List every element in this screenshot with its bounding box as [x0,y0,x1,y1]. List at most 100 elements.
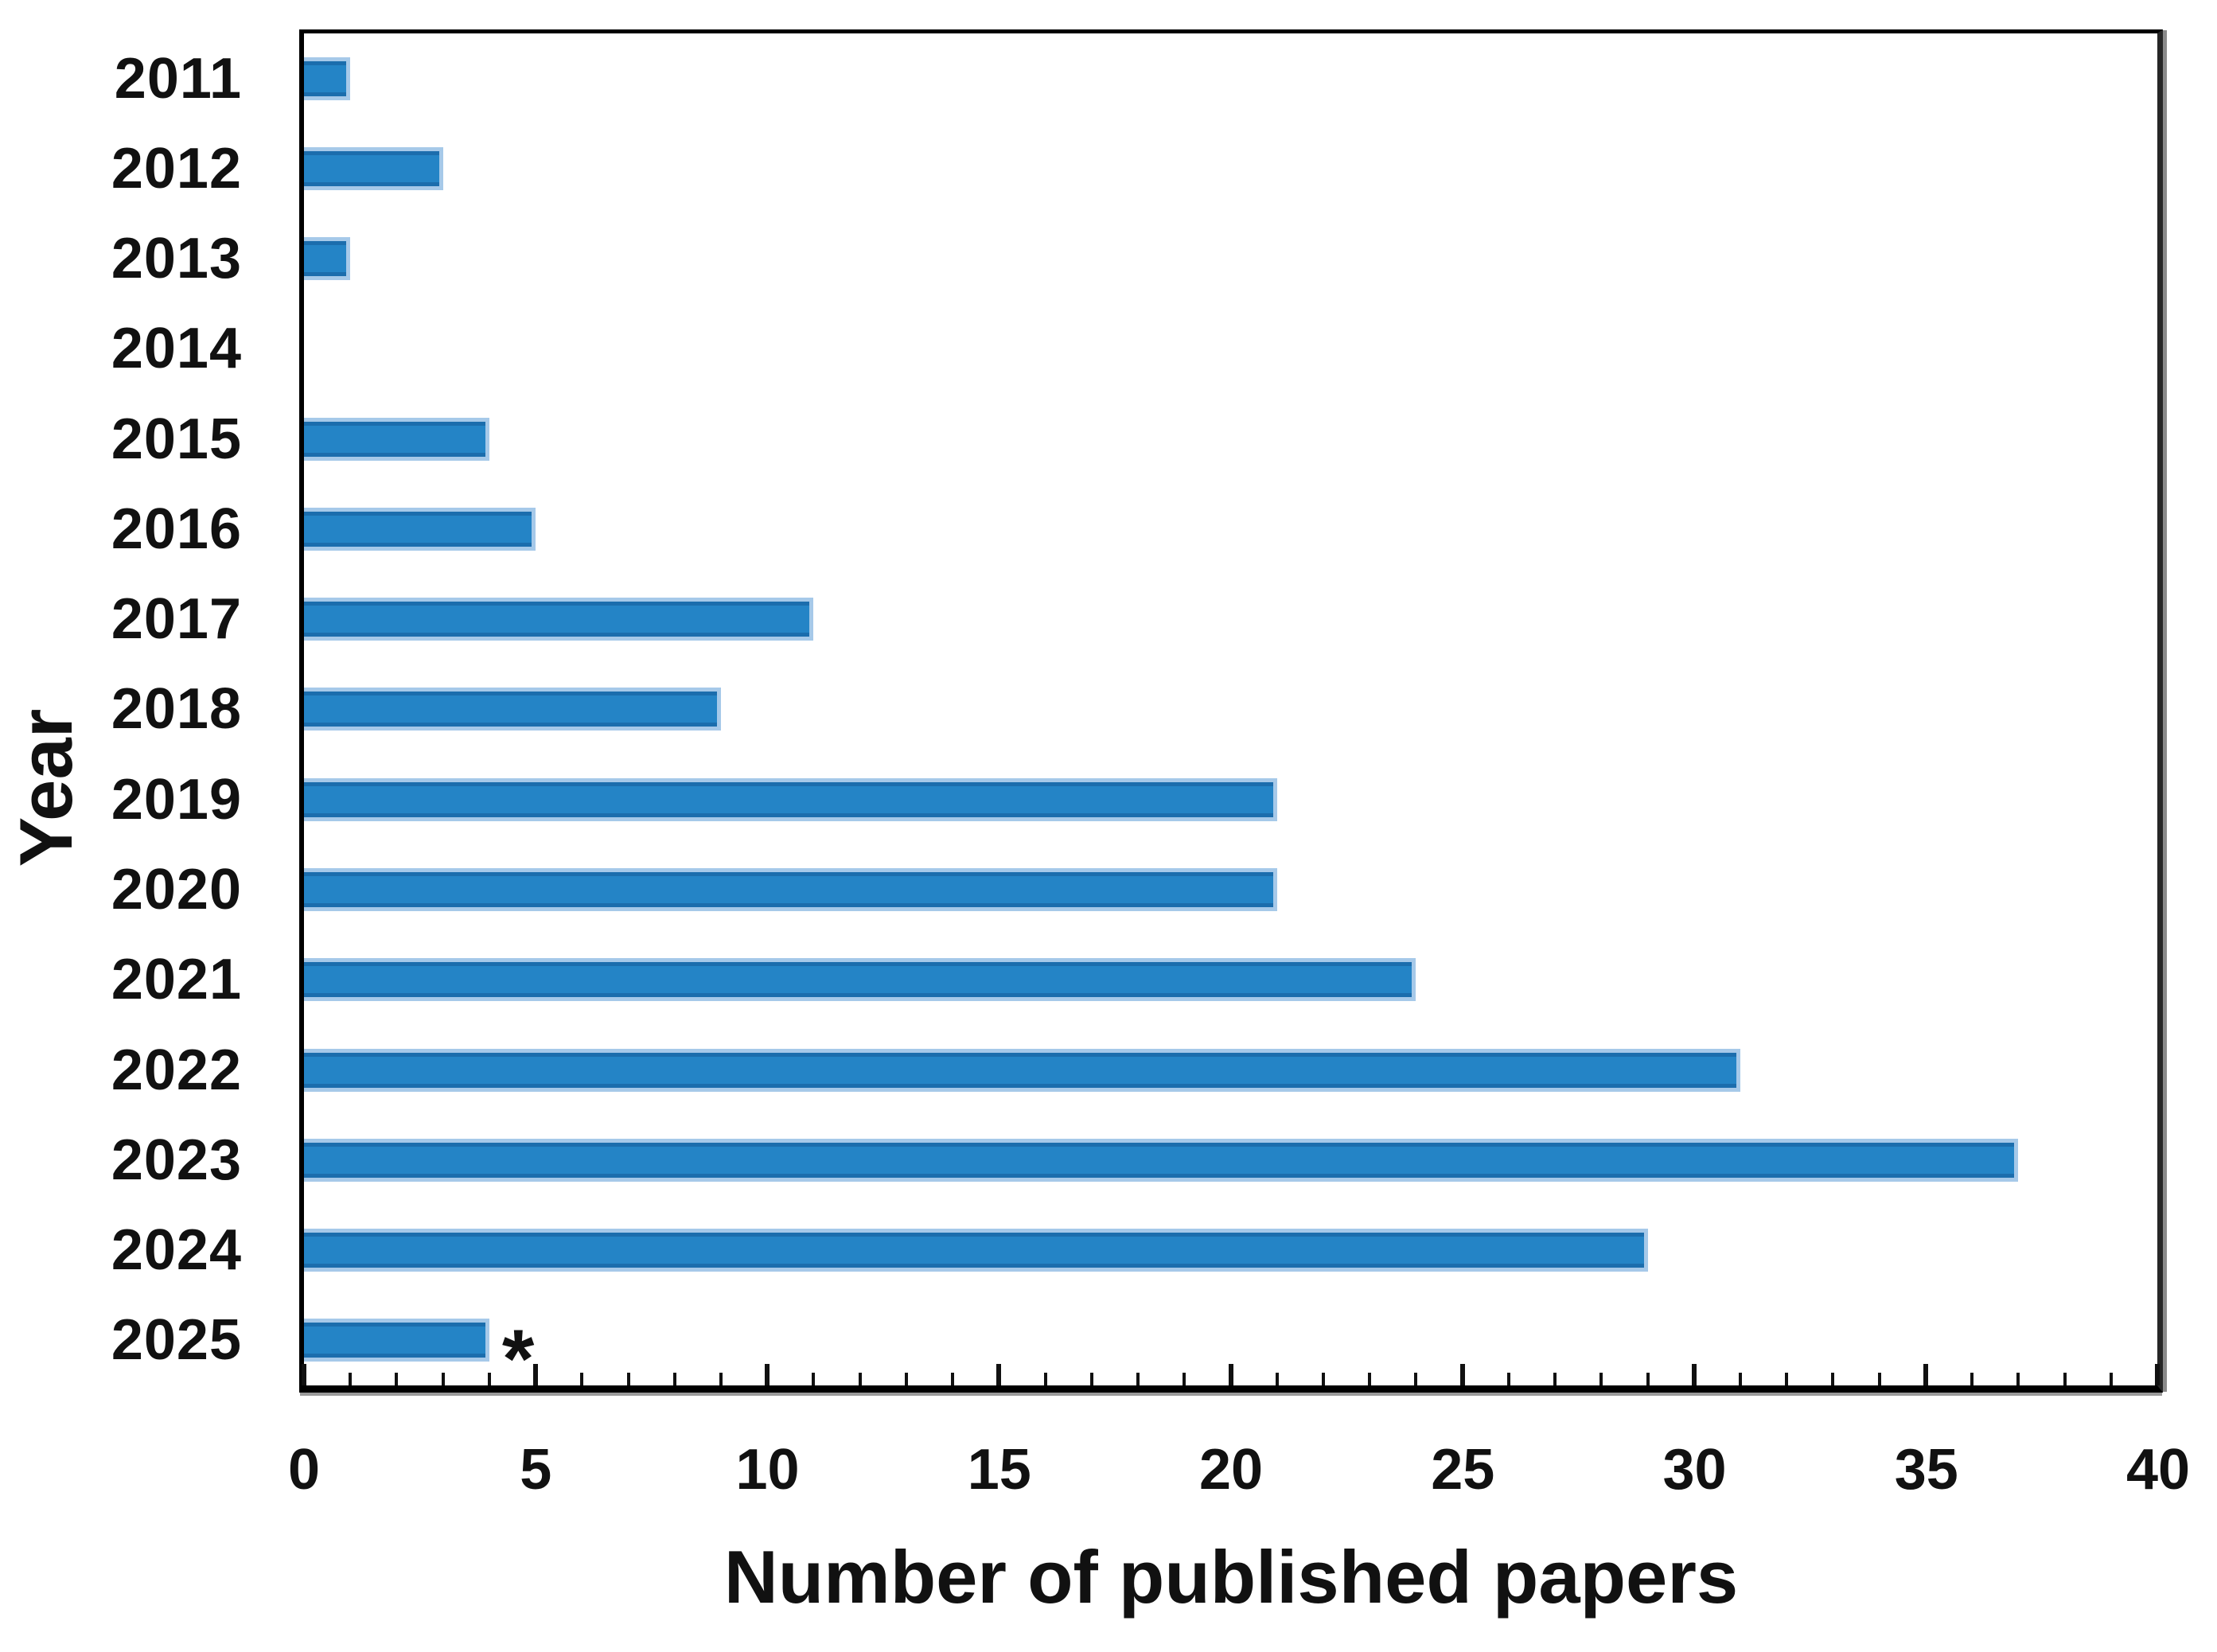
year-tick-label: 2021 [111,948,242,1012]
bar-2018 [304,688,722,731]
year-tick-label: 2019 [111,767,242,832]
x-minor-tick-2 [395,1373,399,1385]
year-tick-label: 2012 [111,136,242,201]
bar-2011 [304,56,351,100]
x-major-tick-5 [533,1364,539,1385]
year-tick-label: 2024 [111,1218,242,1283]
bar-row-2016: 2016 [111,484,2157,574]
x-minor-tick-37 [2016,1373,2020,1385]
x-minor-tick-26 [1506,1373,1510,1385]
x-minor-tick-27 [1553,1373,1557,1385]
bar-2013 [304,237,351,281]
bar-row-2019: 2019 [111,754,2157,844]
year-tick-label: 2017 [111,587,242,652]
bar-row-2024: 2024 [111,1205,2157,1295]
bar-row-2012: 2012 [111,123,2157,213]
bar-row-2015: 2015 [111,394,2157,484]
bar-2021 [304,958,1416,1002]
bar-2025 [304,1319,489,1362]
plot-area: 2011 2012 2013 2014 2015 2016 2017 2018 2019 2020… [111,29,2163,1406]
x-tick-label-30: 30 [1662,1438,1727,1502]
x-minor-tick-14 [951,1373,955,1385]
bar-2023 [304,1138,2019,1182]
year-tick-label: 2016 [111,497,242,561]
x-minor-tick-11 [812,1373,816,1385]
bar-rows-container: 2011 2012 2013 2014 2015 2016 2017 2018 2019 2020… [111,33,2157,1406]
x-minor-tick-9 [719,1373,723,1385]
bar-2020 [304,868,1277,912]
x-minor-tick-21 [1275,1373,1279,1385]
bar-row-2011: 2011 [115,33,2157,123]
bar-2015 [304,417,489,461]
year-tick-label: 2011 [114,46,242,111]
x-tick-label-25: 25 [1431,1438,1495,1502]
bar-2019 [304,777,1277,821]
x-minor-tick-33 [1831,1373,1835,1385]
bar-row-2014: 2014 [111,304,2157,394]
year-tick-label: 2014 [111,317,242,381]
x-minor-tick-12 [858,1373,862,1385]
x-major-tick-40 [2155,1364,2160,1385]
x-tick-label-0: 0 [287,1438,321,1502]
x-tick-label-20: 20 [1198,1438,1264,1502]
x-minor-tick-7 [626,1373,630,1385]
bar-2017 [304,598,814,641]
bar-row-2022: 2022 [111,1025,2157,1115]
bar-2012 [304,146,443,190]
x-minor-tick-38 [2063,1373,2067,1385]
x-major-tick-35 [1923,1364,1928,1385]
x-axis-title: Number of published papers [723,1535,1739,1619]
x-minor-tick-32 [1785,1373,1789,1385]
y-axis-title: Year [4,708,88,867]
year-tick-label: 2015 [111,407,242,471]
x-major-tick-25 [1459,1364,1465,1385]
x-minor-tick-34 [1877,1373,1881,1385]
bar-row-2025: 2025 * [111,1308,535,1406]
x-minor-tick-24 [1414,1373,1418,1385]
year-tick-label: 2013 [111,227,242,291]
x-minor-tick-29 [1646,1373,1650,1385]
x-major-tick-30 [1691,1364,1697,1385]
x-major-tick-15 [996,1364,1002,1385]
x-tick-label-5: 5 [520,1438,552,1502]
x-axis-tick-labels: 0 5 10 15 20 25 30 35 40 [288,1437,2190,1509]
x-tick-label-15: 15 [967,1438,1031,1502]
x-minor-tick-4 [487,1373,491,1385]
x-tick-label-35: 35 [1894,1438,1958,1502]
bar-row-2013: 2013 [111,214,2157,304]
x-tick-label-10: 10 [735,1438,800,1502]
x-minor-tick-17 [1089,1373,1093,1385]
year-tick-label: 2020 [111,858,242,922]
x-minor-tick-19 [1183,1373,1186,1385]
x-minor-tick-13 [904,1373,908,1385]
bar-row-2021: 2021 [111,935,2157,1025]
x-minor-tick-39 [2109,1373,2113,1385]
bar-row-2018: 2018 [111,664,2157,754]
year-tick-label: 2022 [111,1038,242,1102]
x-minor-tick-18 [1136,1373,1140,1385]
x-minor-tick-16 [1043,1373,1047,1385]
year-tick-label: 2025 [111,1308,242,1373]
x-major-tick-0 [302,1364,306,1385]
x-minor-tick-22 [1321,1373,1325,1385]
x-minor-tick-8 [672,1373,676,1385]
bar-2016 [304,507,536,551]
bar-row-2017: 2017 [111,575,2157,664]
x-minor-tick-6 [580,1373,584,1385]
x-major-tick-10 [765,1364,770,1385]
year-tick-label: 2023 [111,1128,242,1192]
x-major-tick-20 [1228,1364,1233,1385]
x-tick-label-40: 40 [2125,1438,2191,1502]
x-minor-tick-23 [1368,1373,1372,1385]
year-tick-label: 2018 [111,677,242,742]
x-minor-tick-31 [1738,1373,1742,1385]
x-minor-tick-3 [441,1373,445,1385]
bar-row-2023: 2023 [111,1115,2157,1205]
bar-2022 [304,1048,1740,1092]
x-minor-tick-1 [349,1373,353,1385]
bar-row-2020: 2020 [111,844,2157,934]
x-minor-tick-28 [1599,1373,1603,1385]
bar-2024 [304,1229,1648,1272]
x-minor-tick-36 [1970,1373,1974,1385]
